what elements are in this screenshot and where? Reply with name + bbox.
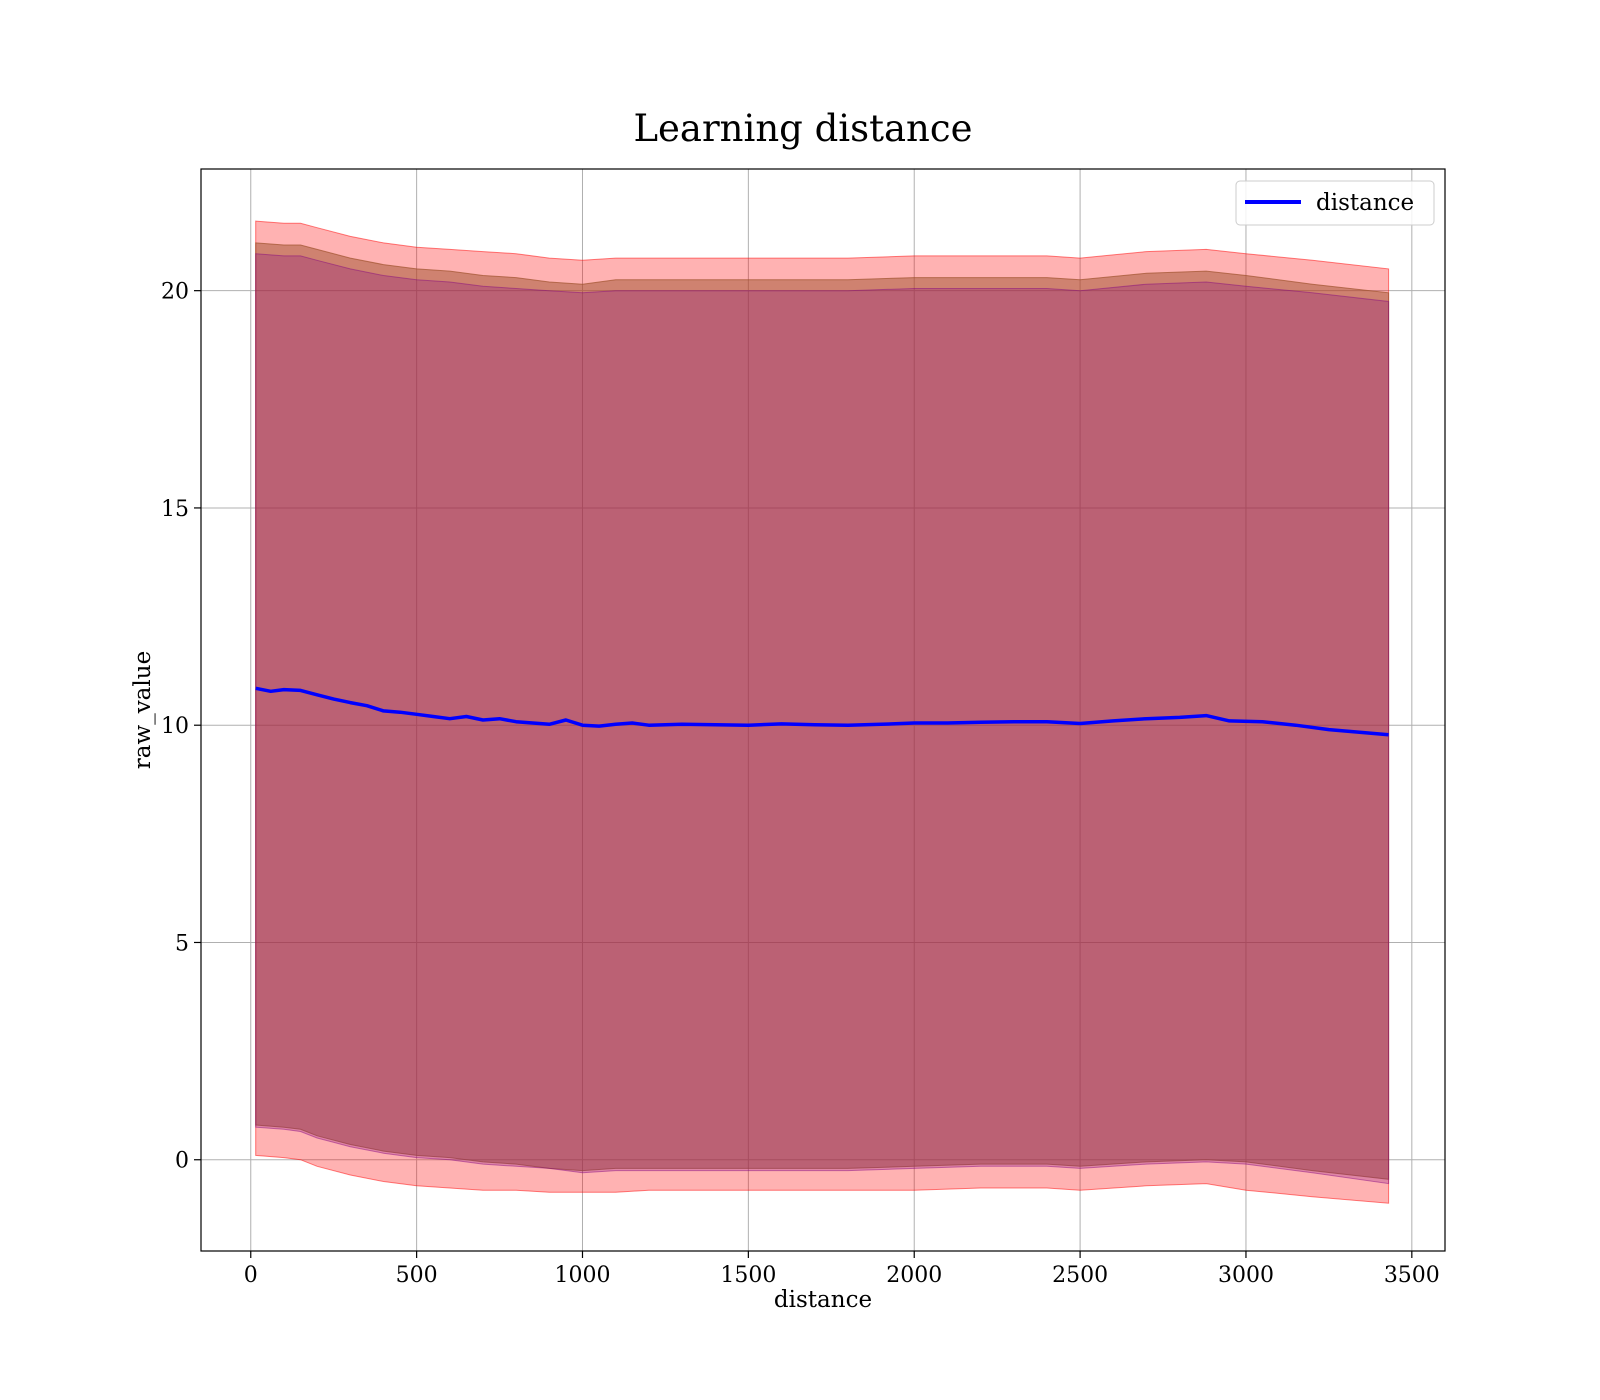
x-tick-label: 1000 <box>554 1263 610 1288</box>
y-tick-label: 5 <box>175 931 189 956</box>
x-axis-label: distance <box>774 1287 872 1313</box>
legend-box <box>1235 180 1435 226</box>
legend: distance <box>1235 180 1435 226</box>
x-tick-label: 500 <box>396 1263 438 1288</box>
y-tick-label: 15 <box>161 497 189 522</box>
x-tick-label: 2000 <box>886 1263 942 1288</box>
confidence-bands <box>255 220 1390 1204</box>
x-tick-label: 0 <box>244 1263 258 1288</box>
legend-label: distance <box>1316 190 1414 216</box>
axes-frame <box>200 168 1446 1252</box>
y-tick-label: 20 <box>161 280 189 305</box>
chart-title: Learning distance <box>633 107 972 150</box>
series-line-distance <box>255 686 1389 737</box>
axis-ticks: 0 500 1000 1500 2000 2500 3000 3500 0 5 10 15 20 <box>161 280 1440 1288</box>
x-tick-label: 3000 <box>1218 1263 1274 1288</box>
x-tick-label: 2500 <box>1052 1263 1108 1288</box>
y-tick-label: 10 <box>161 714 189 739</box>
x-tick-label: 1500 <box>720 1263 776 1288</box>
confidence-band-3 <box>255 253 1390 1185</box>
x-tick-label: 3500 <box>1384 1263 1440 1288</box>
y-axis-label: raw_value <box>130 651 156 769</box>
confidence-band-2 <box>255 242 1390 1180</box>
series-lines <box>255 686 1389 737</box>
y-tick-label: 0 <box>175 1149 189 1174</box>
